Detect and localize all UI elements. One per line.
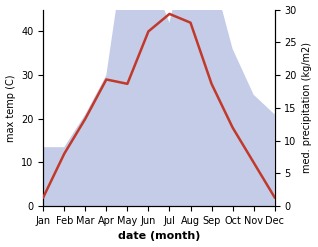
- Y-axis label: max temp (C): max temp (C): [5, 74, 16, 142]
- Y-axis label: med. precipitation (kg/m2): med. precipitation (kg/m2): [302, 42, 313, 173]
- X-axis label: date (month): date (month): [118, 231, 200, 242]
